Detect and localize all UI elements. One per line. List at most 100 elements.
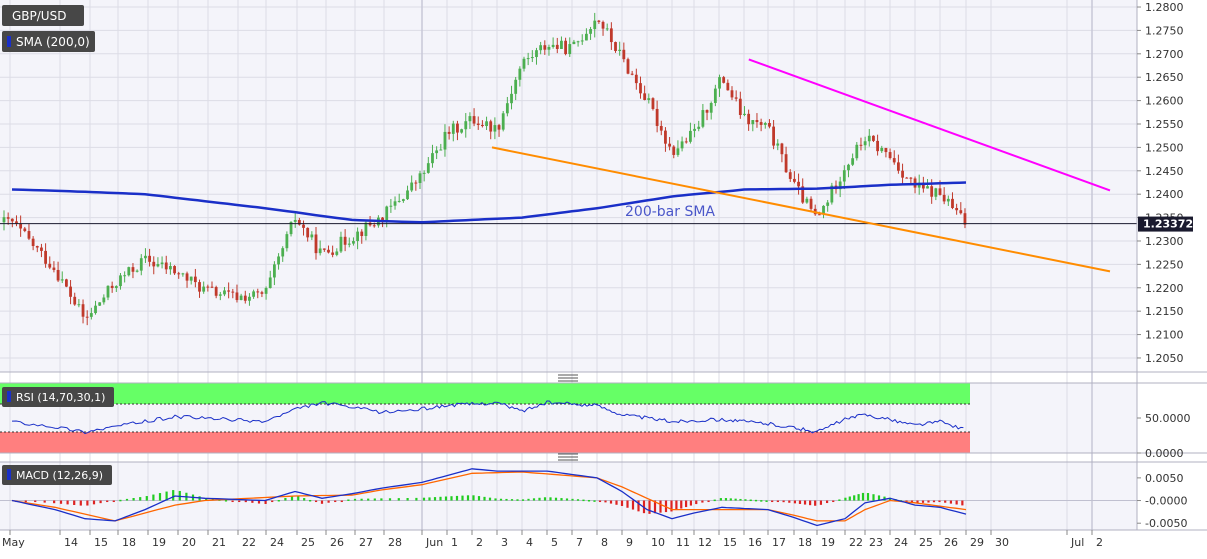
pane-resize-handle-macd[interactable] [558,453,578,461]
time-tick-label: 18 [122,536,136,549]
time-tick-label: 24 [894,536,908,549]
candle [339,231,343,254]
pane-resize-handle-rsi[interactable] [558,374,578,382]
macd-histogram-bar [844,497,847,501]
candle [826,200,830,212]
candle [306,227,310,242]
sma-indicator-label[interactable]: SMA (200,0) [2,31,95,52]
resistance-trendline [748,58,1111,192]
macd-tick-label: -0.0000 [1145,495,1187,508]
macd-histogram-bar [439,496,442,501]
candle [248,293,251,306]
macd-histogram-bar [793,500,797,504]
candle [476,116,480,130]
time-tick-label: 25 [919,536,933,549]
macd-histogram-bar [422,497,426,501]
candle [160,256,164,269]
candle [876,134,879,156]
macd-histogram-bar [734,498,737,501]
macd-histogram-bar [609,500,613,504]
symbol-label[interactable]: GBP/USD [2,5,84,26]
candle [535,47,538,65]
candle [934,187,938,201]
candle [867,129,871,147]
candle [593,12,597,38]
candle [40,243,43,258]
candle [709,101,713,120]
candle [69,280,72,305]
candle [543,40,547,55]
price-tick-label: 1.2300 [1145,235,1184,248]
macd-histogram-bar [883,496,886,501]
candle [655,100,659,133]
candle [310,231,314,241]
candle [481,120,484,128]
price-tick-label: 1.2100 [1145,329,1184,342]
sma-annotation: 200-bar SMA [625,204,715,220]
macd-histogram-bar [861,492,865,501]
price-tick-label: 1.2800 [1145,1,1184,14]
candle [243,290,247,304]
macd-histogram-bar [576,499,580,501]
macd-histogram-bar [695,500,698,505]
candle [343,229,347,252]
candle [738,91,742,119]
macd-histogram-bar [455,495,459,501]
candle [630,70,634,76]
macd-histogram-bar [172,490,175,501]
macd-tick-label: -0.0050 [1145,517,1187,530]
candle [884,147,888,158]
candle [406,185,409,200]
macd-histogram-bar [24,500,27,503]
candle [851,153,855,167]
indicator-lines [0,400,1137,527]
time-tick-label: May [2,536,25,549]
candle [77,299,81,308]
macd-histogram-bar [961,500,964,506]
candle [443,124,447,157]
candle [605,23,609,32]
candle [102,294,106,305]
candle [81,299,85,324]
macd-panel-bg [0,462,1137,530]
macd-signal-line [11,471,967,522]
candle [451,120,455,142]
macd-histogram-bar [277,499,280,502]
candle [809,196,813,212]
time-tick-label: 12 [698,536,712,549]
candle [718,74,721,97]
candle [35,245,39,253]
macd-histogram-bar [554,497,558,501]
candle [193,268,197,288]
macd-histogram-bar [99,500,102,504]
macd-indicator-label[interactable]: MACD (12,26,9) [2,465,112,485]
candle [847,163,850,178]
candle [651,97,655,111]
candle [618,41,622,56]
macd-histogram-bar [532,498,536,501]
candle [905,176,909,179]
candle [609,22,613,50]
price-tick-label: 1.2500 [1145,141,1184,154]
candle [580,34,584,45]
candle [214,285,218,299]
time-tick-label: 19 [821,536,835,549]
candle [19,215,23,237]
macd-histogram-bar [798,500,802,504]
macd-histogram-bar [872,494,875,501]
candle [959,202,963,215]
macd-histogram-bar [593,500,596,502]
candle [901,163,904,185]
candle [797,173,800,195]
candle [227,282,231,299]
candle [589,26,592,40]
rsi-indicator-label[interactable]: RSI (14,70,30,1) [2,387,114,407]
macd-tick-label: 0.0050 [1145,472,1184,485]
macd-histogram-bar [428,497,431,501]
candle [256,288,260,299]
candle [456,120,459,141]
candle [414,180,418,191]
macd-histogram-bar [560,498,563,501]
rsi-indicator-label-text: RSI (14,70,30,1) [16,391,105,404]
